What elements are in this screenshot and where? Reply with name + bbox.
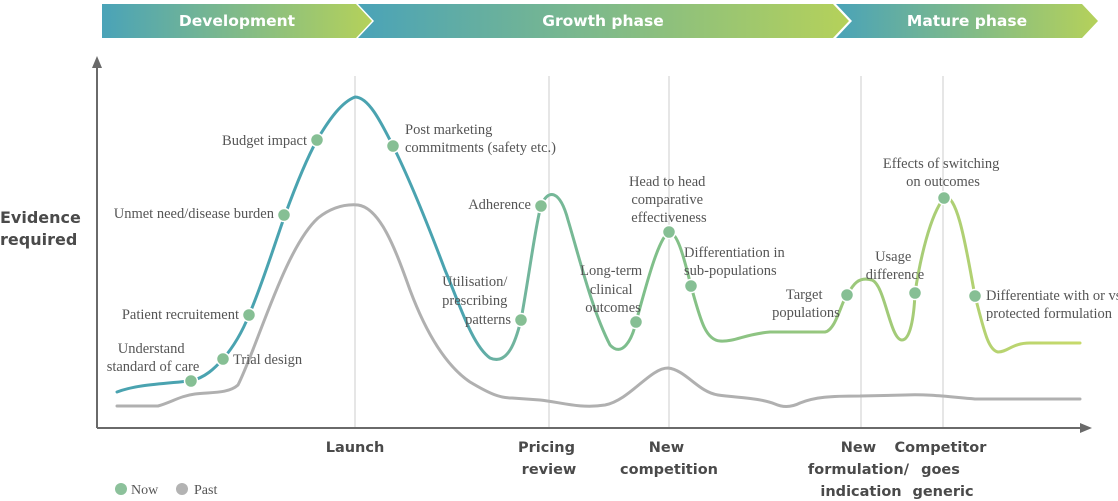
marker-trial-design: [215, 351, 231, 367]
annotation-effects-of-switching: Effects of switching on outcomes: [883, 156, 1003, 190]
legend-now-swatch: [115, 483, 127, 495]
marker-post-marketing: [385, 138, 401, 154]
legend-past-label: Past: [194, 483, 217, 498]
legend-past-swatch: [176, 483, 188, 495]
phase-label-development: Development: [179, 12, 296, 30]
marker-budget-impact: [309, 132, 325, 148]
phase-arrow-mature: [836, 4, 1098, 38]
marker-differentiate-formulation: [967, 288, 983, 304]
marker-usage-difference: [907, 285, 923, 301]
annotation-understand-standard-of-care: Understand standard of care: [107, 341, 200, 375]
x-axis-arrow: [1080, 423, 1092, 433]
annotation-post-marketing: Post marketing commitments (safety etc.): [405, 122, 556, 156]
marker-unmet-need: [276, 207, 292, 223]
phase-banner: Development Growth phase Mature phase: [102, 4, 1098, 38]
phase-arrow-growth: [358, 4, 849, 38]
y-axis-arrow: [92, 56, 102, 68]
marker-head-to-head: [661, 224, 677, 240]
marker-target-populations: [839, 287, 855, 303]
milestone-guides: [354, 76, 944, 428]
milestone-pricing-review: Pricing review: [518, 440, 580, 478]
phase-arrow-development: [102, 4, 372, 38]
annotation-head-to-head: Head to head comparative effectiveness: [629, 174, 709, 226]
annotation-unmet-need: Unmet need/disease burden: [114, 206, 275, 222]
annotation-adherence: Adherence: [468, 197, 531, 213]
annotation-utilisation: Utilisation/ prescribing patterns: [442, 274, 511, 328]
phase-label-growth: Growth phase: [542, 12, 664, 30]
annotation-target-populations: Target populations: [772, 287, 840, 321]
annotation-long-term-outcomes: Long-term clinical outcomes: [580, 263, 646, 316]
annotation-trial-design: Trial design: [233, 352, 303, 368]
annotation-differentiation: Differentiation in sub-populations: [684, 245, 788, 279]
annotation-budget-impact: Budget impact: [222, 133, 307, 149]
past-curve: [115, 203, 1082, 408]
axes: [92, 56, 1092, 433]
milestone-labels: Launch Pricing review New competition Ne…: [326, 440, 992, 500]
marker-adherence: [533, 198, 549, 214]
marker-long-term-outcomes: [628, 314, 644, 330]
marker-differentiation: [683, 278, 699, 294]
annotation-usage-difference: Usage difference: [866, 249, 925, 283]
y-axis-label-line-1: Evidence: [0, 208, 81, 227]
legend: Now Past: [115, 483, 217, 498]
legend-now-label: Now: [131, 483, 159, 498]
y-axis-label-line-2: required: [0, 230, 77, 249]
milestone-competitor-generic: Competitor goes generic: [895, 440, 992, 500]
marker-patient-recruitement: [241, 307, 257, 323]
marker-effects-of-switching: [936, 190, 952, 206]
y-axis-label: Evidence required: [0, 208, 81, 249]
annotations: Understand standard of care Trial design…: [107, 122, 1118, 375]
annotation-differentiate-formulation: Differentiate with or vs. protected form…: [986, 288, 1118, 322]
milestone-launch: Launch: [326, 440, 385, 456]
annotation-patient-recruitement: Patient recruitement: [122, 307, 239, 323]
markers: [183, 132, 983, 389]
phase-label-mature: Mature phase: [907, 12, 1027, 30]
milestone-new-competition: New competition: [620, 440, 718, 478]
milestone-new-formulation: New formulation/ indication: [808, 440, 914, 500]
marker-utilisation: [513, 312, 529, 328]
marker-understand-standard-of-care: [183, 373, 199, 389]
